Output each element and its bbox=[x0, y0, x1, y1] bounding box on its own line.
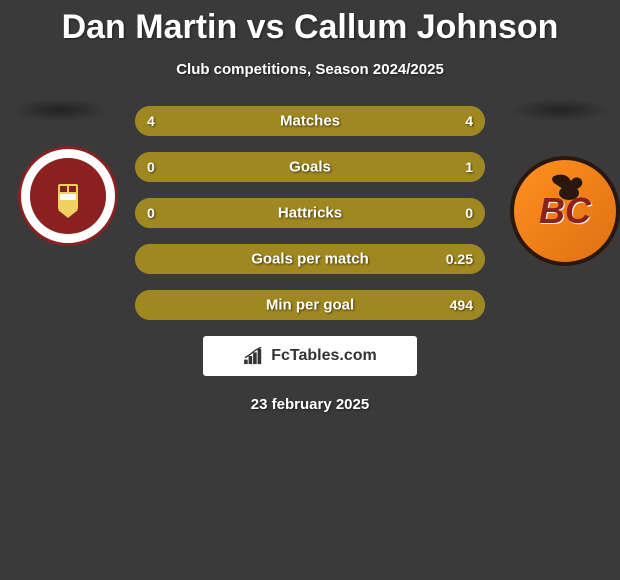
branding-box[interactable]: FcTables.com bbox=[203, 336, 417, 376]
chart-icon bbox=[243, 347, 265, 365]
stat-value-right: 1 bbox=[465, 159, 473, 175]
page-title: Dan Martin vs Callum Johnson bbox=[0, 0, 620, 47]
stat-row: 0.25 Goals per match bbox=[135, 244, 485, 274]
stat-value-right: 0.25 bbox=[446, 251, 473, 267]
stat-row: 494 Min per goal bbox=[135, 290, 485, 320]
stat-value-right: 494 bbox=[450, 297, 473, 313]
stat-value-right: 0 bbox=[465, 205, 473, 221]
stat-value-left: 0 bbox=[147, 205, 155, 221]
branding-text: FcTables.com bbox=[271, 347, 377, 365]
stat-label: Goals bbox=[289, 159, 331, 176]
team-right-crest: BC bbox=[510, 156, 620, 266]
stat-label: Min per goal bbox=[266, 297, 354, 314]
shadow-decoration bbox=[510, 98, 610, 122]
stat-label: Matches bbox=[280, 113, 340, 130]
stat-bar-left bbox=[135, 152, 198, 182]
stat-bar-right bbox=[198, 152, 485, 182]
stats-bars: 4 4 Matches 0 1 Goals 0 0 Hattricks 0.25 Goals per… bbox=[135, 106, 485, 320]
stat-row: 0 1 Goals bbox=[135, 152, 485, 182]
subtitle: Club competitions, Season 2024/2025 bbox=[0, 61, 620, 78]
crest-left-label bbox=[30, 158, 105, 233]
comparison-area: BC 4 4 Matches 0 1 Goals 0 0 Hattricks 0.25 Goals … bbox=[0, 106, 620, 413]
date-text: 23 february 2025 bbox=[0, 396, 620, 413]
team-left-crest bbox=[18, 146, 118, 246]
stat-label: Goals per match bbox=[251, 251, 369, 268]
stat-value-right: 4 bbox=[465, 113, 473, 129]
stat-row: 4 4 Matches bbox=[135, 106, 485, 136]
shadow-decoration bbox=[10, 98, 110, 122]
stat-row: 0 0 Hattricks bbox=[135, 198, 485, 228]
stat-value-left: 0 bbox=[147, 159, 155, 175]
stat-label: Hattricks bbox=[278, 205, 342, 222]
stat-value-left: 4 bbox=[147, 113, 155, 129]
